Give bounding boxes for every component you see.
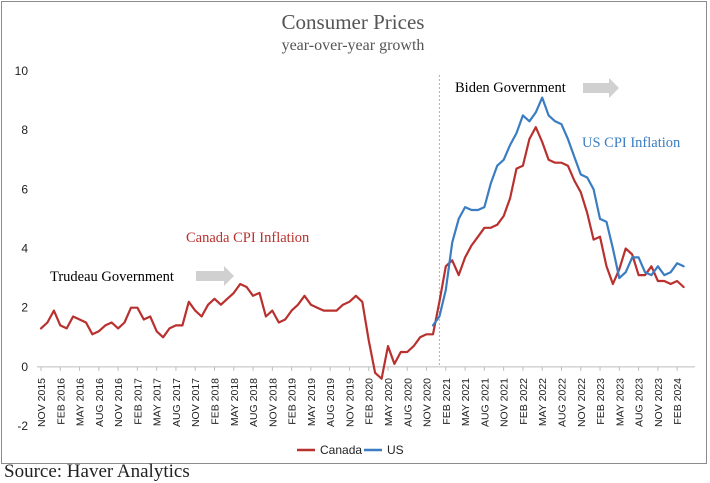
x-tick-label: NOV 2018	[267, 378, 279, 427]
x-tick-label: NOV 2015	[36, 378, 48, 427]
x-tick-label: MAY 2021	[460, 378, 472, 426]
x-tick-label: NOV 2021	[499, 378, 511, 427]
y-tick-label: 4	[21, 242, 28, 256]
x-tick-label: AUG 2022	[556, 378, 568, 427]
y-tick-label: 8	[21, 123, 28, 137]
biden-arrow-icon	[583, 78, 619, 98]
x-tick-label: FEB 2018	[209, 378, 221, 425]
x-tick-label: FEB 2022	[518, 378, 530, 425]
y-axis: -2 0 2 4 6 8 10	[15, 64, 29, 433]
y-tick-label: 10	[15, 64, 29, 78]
x-axis: NOV 2015 FEB 2016 MAY 2016 AUG 2016 NOV 2016…	[36, 366, 684, 427]
x-tick-label: FEB 2020	[364, 378, 376, 425]
source-note: Source: Haver Analytics	[4, 461, 190, 482]
biden-government-label: Biden Government	[455, 80, 566, 96]
x-tick-label: AUG 2018	[248, 378, 260, 427]
x-tick-label: FEB 2017	[132, 378, 144, 425]
y-tick-label: -2	[17, 419, 28, 433]
legend-label-us: US	[387, 443, 404, 457]
x-tick-label: AUG 2020	[402, 378, 414, 427]
trudeau-arrow-icon	[196, 266, 234, 286]
x-tick-label: AUG 2016	[94, 378, 106, 427]
us-series-label: US CPI Inflation	[582, 135, 681, 151]
x-tick-label: NOV 2020	[422, 378, 434, 427]
x-tick-label: MAY 2017	[152, 378, 164, 426]
series-line-us	[431, 96, 685, 327]
y-tick-label: 6	[21, 182, 28, 196]
x-tick-label: AUG 2017	[171, 378, 183, 427]
x-tick-label: AUG 2023	[634, 378, 646, 427]
x-tick-label: FEB 2016	[55, 378, 67, 425]
x-tick-label: FEB 2023	[595, 378, 607, 425]
y-tick-label: 2	[21, 301, 28, 315]
y-tick-label: 0	[21, 360, 28, 374]
series-line-canada	[39, 126, 685, 380]
x-tick-label: MAY 2019	[306, 378, 318, 426]
x-tick-label: MAY 2023	[614, 378, 626, 426]
x-tick-label: MAY 2018	[229, 378, 241, 426]
x-tick-label: NOV 2023	[653, 378, 665, 427]
x-tick-label: NOV 2017	[190, 378, 202, 427]
chart-subtitle: year-over-year growth	[281, 37, 425, 54]
legend-label-canada: Canada	[320, 443, 362, 457]
trudeau-government-label: Trudeau Government	[50, 269, 174, 285]
canada-series-label: Canada CPI Inflation	[186, 230, 310, 246]
x-tick-label: MAY 2022	[537, 378, 549, 426]
x-tick-label: NOV 2022	[576, 378, 588, 427]
x-tick-label: MAY 2016	[75, 378, 87, 426]
x-tick-label: FEB 2021	[441, 378, 453, 425]
x-tick-label: AUG 2019	[325, 378, 337, 427]
x-tick-label: MAY 2020	[383, 378, 395, 426]
chart-frame	[1, 1, 707, 464]
x-tick-label: NOV 2019	[344, 378, 356, 427]
series-group	[39, 96, 685, 380]
x-tick-label: FEB 2024	[672, 378, 684, 425]
legend: Canada US	[297, 443, 404, 457]
x-tick-label: NOV 2016	[113, 378, 125, 427]
chart-title: Consumer Prices	[281, 10, 425, 34]
x-tick-label: FEB 2019	[287, 378, 299, 425]
x-tick-label: AUG 2021	[479, 378, 491, 427]
